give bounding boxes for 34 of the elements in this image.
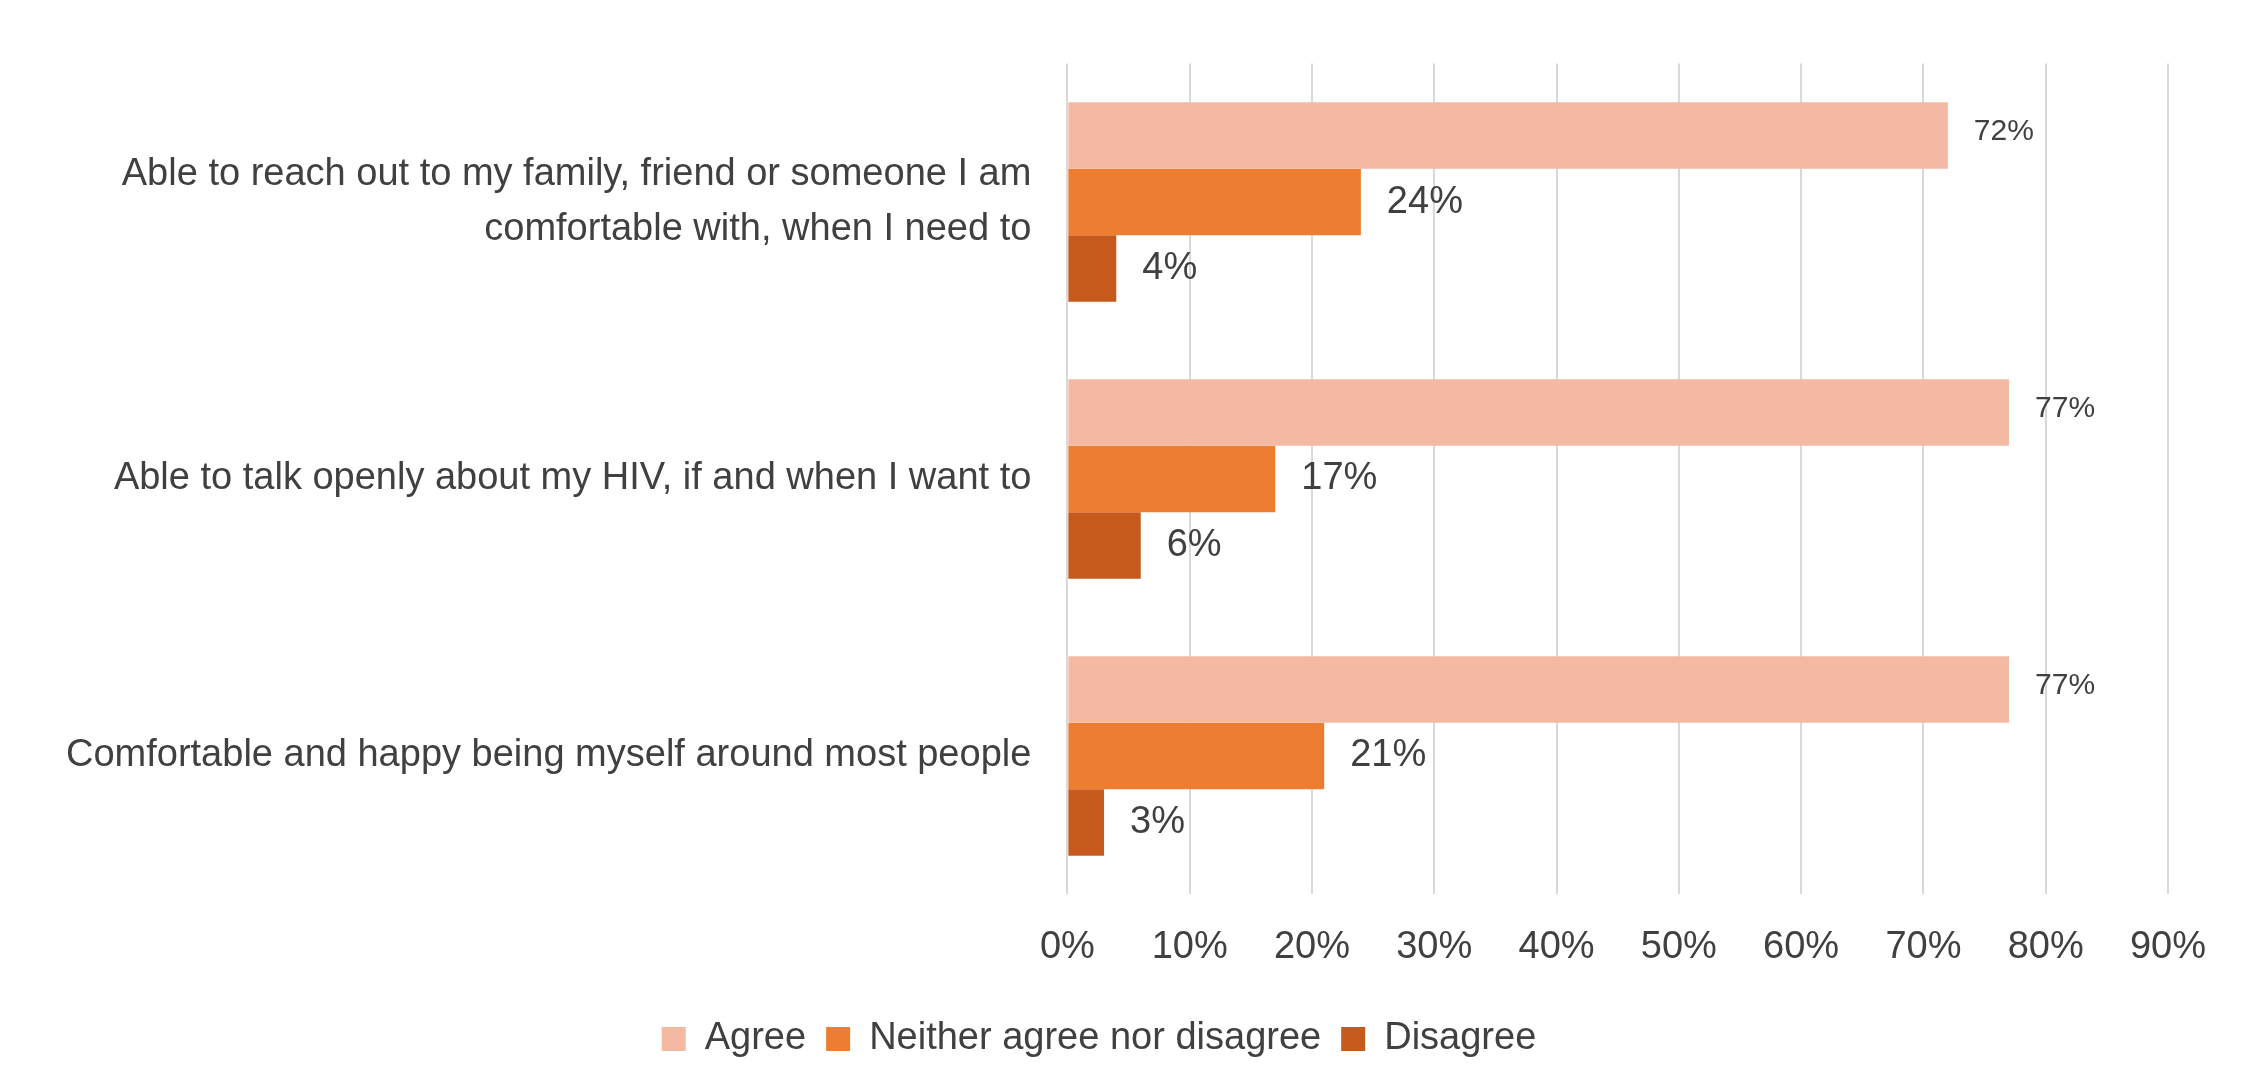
bar [1068,168,1361,236]
y-tick-label: Able to talk openly about my HIV, if and when I want to [113,455,1032,498]
x-tick-label: 50% [1640,923,1717,966]
bar [1068,379,2010,446]
data-label: 3% [1130,798,1185,841]
x-tick-label: 20% [1273,923,1350,966]
bar [1068,512,1141,579]
data-label: 77% [2035,389,2096,423]
data-label: 77% [2035,666,2096,700]
bar [1068,789,1105,856]
data-label: 21% [1350,732,1427,775]
bar [1068,235,1117,302]
x-tick-label: 70% [1885,923,1962,966]
bar [1068,102,1948,169]
x-tick-label: 90% [2129,923,2207,966]
y-tick-label: Comfortable and happy being myself around most people [65,732,1032,775]
data-label: 4% [1142,244,1198,287]
x-tick-label: 30% [1396,923,1473,966]
x-tick-label: 0% [1039,923,1095,966]
y-tick-label: Able to reach out to my family, friend or someone I am comfortable with, when I need to [121,150,1032,249]
x-tick-label: 10% [1151,923,1228,966]
data-label: 17% [1301,455,1378,498]
legend-label: Agree [704,1015,807,1058]
bar [1068,722,1325,790]
legend-label: Neither agree nor disagree [869,1015,1322,1058]
bar [1068,445,1276,513]
x-tick-label: 40% [1518,923,1595,966]
x-tick-label: 80% [2007,923,2084,966]
data-label: 24% [1386,178,1463,221]
data-label: 6% [1166,521,1222,564]
data-label: 72% [1973,112,2034,146]
bar [1068,656,2010,723]
x-tick-label: 60% [1763,923,1840,966]
legend-label: Disagree [1384,1015,1537,1058]
